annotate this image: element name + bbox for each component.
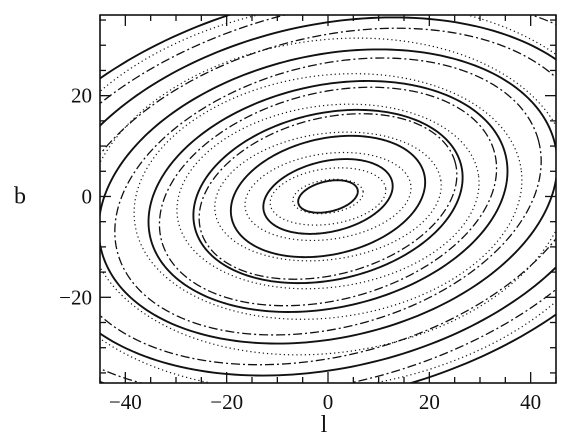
solid-contour-2 <box>262 158 394 235</box>
dashed-contour-5 <box>100 15 556 383</box>
axis-ticks <box>99 15 557 383</box>
x-axis-label: l <box>321 412 328 438</box>
dotted-contour-5 <box>176 103 480 290</box>
dotted-contour-2 <box>269 167 387 226</box>
x-tick-label: 40 <box>520 390 541 414</box>
y-tick-label: 0 <box>82 184 93 208</box>
dashed-contour-1 <box>198 113 458 280</box>
x-tick-label: −40 <box>109 390 142 414</box>
solid-contour-5 <box>147 80 509 313</box>
dotted-contour-6 <box>133 73 523 320</box>
solid-contour-4 <box>192 108 464 285</box>
solid-contour-7 <box>100 16 556 377</box>
solid-contour-3 <box>229 134 427 259</box>
dotted-contour-4 <box>214 131 442 262</box>
y-tick-label: −20 <box>59 285 92 309</box>
x-tick-label: −20 <box>210 390 243 414</box>
dashed-contour-4 <box>100 27 556 366</box>
solid-contour-6 <box>100 48 556 345</box>
y-axis-label: b <box>14 183 26 209</box>
dotted-contour-1 <box>292 178 364 215</box>
solid-contour-1 <box>297 179 359 214</box>
dashed-contour-3 <box>114 57 542 336</box>
x-tick-label: 20 <box>419 390 440 414</box>
contour-lines <box>100 15 556 383</box>
x-tick-label: 0 <box>323 390 334 414</box>
tick-labels: −40 −20 0 20 40 −20 0 20 <box>59 84 541 414</box>
dotted-contour-7 <box>100 37 556 356</box>
solid-contour-8 <box>100 15 556 383</box>
dotted-contour-3 <box>244 151 412 242</box>
dashed-contour-2 <box>158 86 498 307</box>
y-tick-label: 20 <box>71 84 92 108</box>
